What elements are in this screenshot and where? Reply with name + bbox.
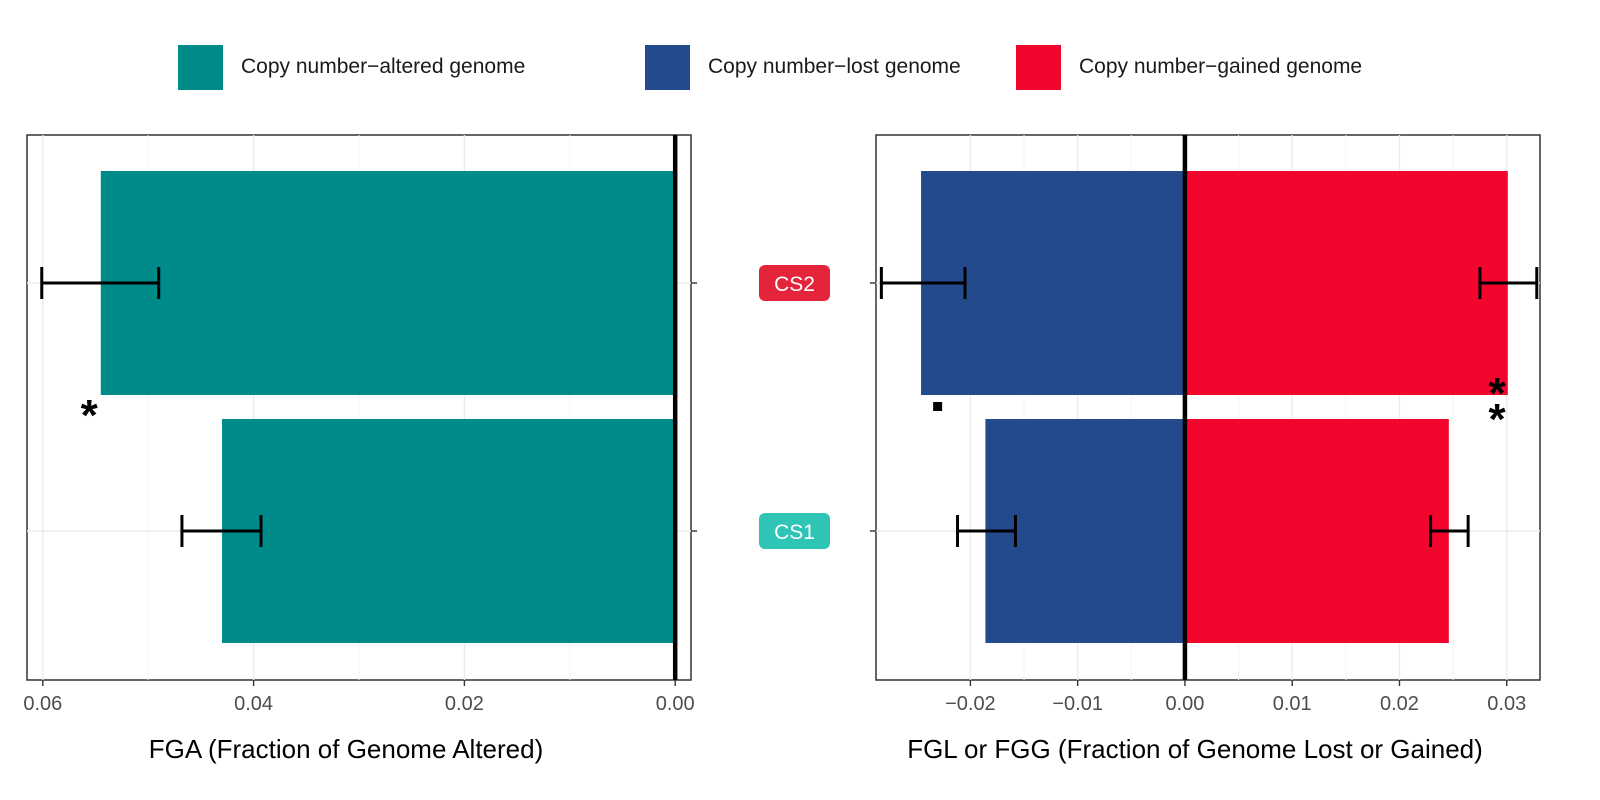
legend-swatch-gained [1016,44,1061,90]
panel1-x-tick-label: 0.06 [23,693,62,715]
legend-item-altered: Copy number−altered genome [178,44,525,90]
category-label-cs1: CS1 [774,521,815,544]
panel2-x-tick-label: 0.03 [1487,693,1526,715]
category-badge-cs1 [759,513,830,549]
category-label-cs2: CS2 [774,273,815,296]
panel2-errorbar-cs2-s1 [879,267,967,299]
legend-label-altered: Copy number−altered genome [241,55,526,78]
legend-swatch-altered [178,44,223,90]
legend-label-gained: Copy number−gained genome [1079,55,1363,78]
category-badge-cs2 [759,265,830,301]
panel1-errorbar-cs1-s1 [180,515,263,547]
panel1-x-axis-title: FGA (Fraction of Genome Altered) [149,734,544,764]
panel2-significance-dot-cs2 [933,402,943,411]
panel2-bar-cs2-s2 [1184,171,1508,395]
panel2-bar-cs1-s1 [985,419,1185,643]
panel1-x-tick-label: 0.00 [656,693,695,715]
panel2-x-tick-label: −0.02 [945,693,996,715]
panel2-errorbar-cs1-s2 [1429,515,1470,547]
panel2-x-tick-label: −0.01 [1052,693,1103,715]
panel1-significance-cs2: * [81,391,99,440]
panel1-bar-cs1-s1 [221,419,676,643]
panel2-x-axis-title: FGL or FGG (Fraction of Genome Lost or G… [907,734,1483,764]
panel2-x-tick-label: 0.02 [1380,693,1419,715]
legend-item-lost: Copy number−lost genome [645,44,961,90]
panel2-significance-cs2-line2: * [1489,395,1507,444]
panel2-significance-cs2-line1: * [1489,369,1507,418]
panel1-bar-cs2-s1 [100,171,676,395]
panel2-bar-cs1-s2 [1184,419,1449,643]
panel2-x-tick-label: 0.00 [1165,693,1204,715]
legend-label-lost: Copy number−lost genome [708,55,961,78]
panel1-x-tick-label: 0.02 [445,693,484,715]
panel2-errorbar-cs2-s2 [1478,267,1539,299]
panel2-x-tick-label: 0.01 [1273,693,1312,715]
panel1-errorbar-cs2-s1 [40,267,161,299]
panel2-errorbar-cs1-s1 [956,515,1017,547]
legend: Copy number−altered genome Copy number−l… [0,40,1600,90]
legend-swatch-lost [645,44,690,90]
panel1-x-tick-label: 0.04 [234,693,273,715]
legend-item-gained: Copy number−gained genome [1016,44,1362,90]
